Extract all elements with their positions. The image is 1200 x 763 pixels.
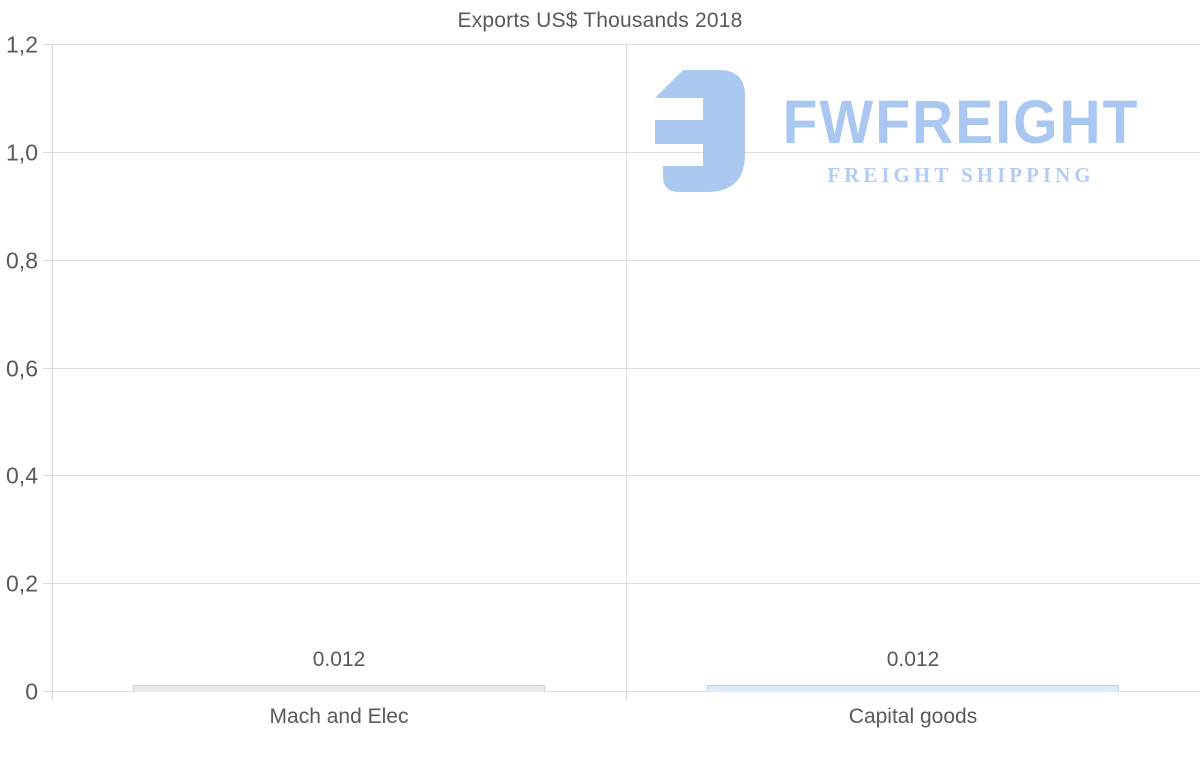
y-axis-tick-label: 0,6 [6,355,38,381]
y-gridline [52,44,1200,45]
y-axis-tick-label: 1,2 [6,31,38,58]
bar-mach-and-elec [132,684,546,692]
category-divider-gridline [626,45,627,692]
y-axis-tick [43,475,52,477]
bar-value-label: 0.012 [886,647,940,671]
y-axis-tick [43,44,52,45]
y-axis-line [52,45,53,700]
y-axis-tick-label: 0,2 [6,570,38,597]
bar-value-label: 0.012 [312,647,366,671]
y-axis-tick [43,583,52,585]
y-axis-tick [43,367,52,369]
category-label: Mach and Elec [269,705,409,728]
bar-capital-goods [706,684,1120,692]
bar-cell: 0.012 Capital goods [626,45,1200,728]
chart-title: Exports US$ Thousands 2018 [457,9,743,32]
y-axis-tick-label: 0,8 [6,247,38,274]
y-axis-tick-label: 1,0 [6,139,38,166]
x-axis-tick [626,692,627,700]
plot-area: 0 0,2 0,4 0,6 0,8 1,0 1,2 0.012 Mach and Elec 0.0… [6,32,1200,728]
y-axis-tick [43,151,52,153]
bar-cell: 0.012 Mach and Elec [52,45,626,728]
y-axis-tick-label: 0,4 [6,462,38,489]
y-axis-tick [43,259,52,261]
category-label: Capital goods [848,705,978,728]
y-axis-tick-label: 0 [25,678,38,705]
y-axis-tick [43,691,52,692]
